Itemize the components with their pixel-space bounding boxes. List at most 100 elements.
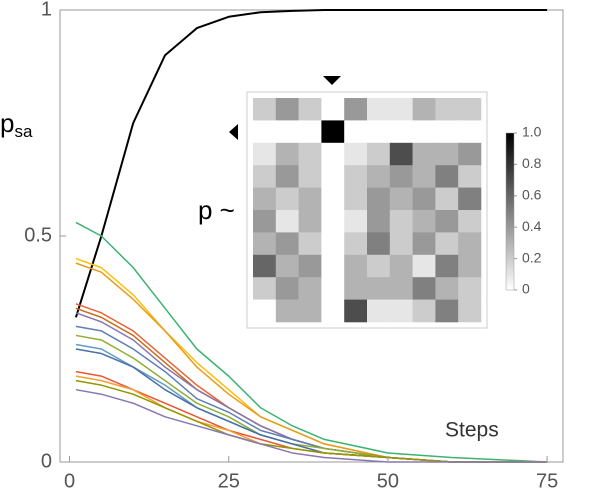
heatmap-cell	[412, 187, 436, 211]
heatmap-cell	[344, 210, 368, 233]
heatmap-cell	[412, 299, 436, 323]
heatmap-cell	[275, 299, 299, 323]
heatmap-cell	[367, 120, 391, 144]
heatmap-cell	[412, 142, 436, 166]
heatmap-cell	[367, 277, 391, 300]
heatmap-cell	[321, 187, 345, 211]
heatmap-cell	[275, 165, 299, 188]
heatmap-cell	[344, 142, 368, 166]
heatmap-cell	[275, 277, 299, 300]
heatmap-cell	[321, 254, 345, 278]
heatmap-cell	[275, 232, 299, 256]
y-label-sub: sa	[14, 122, 33, 141]
colorbar-tick-label: 0.8	[522, 155, 542, 171]
series-line	[75, 388, 548, 463]
heatmap-cell	[412, 277, 436, 300]
heatmap-cell	[389, 98, 413, 121]
heatmap-cell	[253, 299, 277, 323]
inset-label: p ~	[198, 195, 235, 225]
series-line	[75, 370, 548, 463]
colorbar-tick-label: 0.4	[522, 218, 542, 234]
heatmap-cell	[344, 299, 368, 323]
heatmap-cell	[344, 187, 368, 211]
heatmap-cell	[458, 98, 482, 121]
heatmap-cell	[389, 232, 413, 256]
column-marker	[323, 76, 341, 85]
x-tick-label: 50	[377, 470, 399, 492]
heatmap-cell	[344, 98, 368, 121]
heatmap-cell	[298, 165, 322, 188]
colorbar-tick-label: 0.2	[522, 249, 542, 265]
heatmap-cell	[298, 120, 322, 144]
heatmap-cell	[275, 120, 299, 144]
heatmap-cell	[435, 142, 459, 166]
heatmap-cell	[321, 142, 345, 166]
heatmap-cell	[435, 165, 459, 188]
heatmap-cell	[253, 165, 277, 188]
x-axis-label: Steps	[445, 419, 499, 442]
heatmap-cell	[458, 120, 482, 144]
heatmap-cell	[253, 232, 277, 256]
colorbar-tick-label: 1.0	[522, 124, 542, 140]
heatmap-cell	[275, 98, 299, 121]
heatmap-cell	[344, 254, 368, 278]
heatmap-cell	[458, 232, 482, 256]
heatmap-cell	[253, 120, 277, 144]
heatmap-cell	[367, 142, 391, 166]
heatmap-cell	[298, 98, 322, 121]
colorbar	[505, 132, 515, 291]
heatmap-cell	[321, 277, 345, 300]
heatmap-cell	[435, 277, 459, 300]
heatmap-cell	[344, 232, 368, 256]
heatmap-cell	[344, 277, 368, 300]
x-tick-label: 0	[64, 470, 75, 492]
heatmap-cell	[389, 299, 413, 323]
heatmap-cell	[253, 254, 277, 278]
colorbar-tick-label: 0	[522, 281, 530, 297]
heatmap-cell	[321, 210, 345, 233]
heatmap-cell	[389, 165, 413, 188]
heatmap-cell	[389, 210, 413, 233]
heatmap-cell	[389, 142, 413, 166]
heatmap-cell	[389, 120, 413, 144]
heatmap-cell	[458, 210, 482, 233]
y-tick-label: 0	[41, 450, 52, 472]
heatmap-cell	[321, 165, 345, 188]
heatmap-cell	[253, 142, 277, 166]
heatmap-cell	[275, 254, 299, 278]
heatmap-cell	[435, 98, 459, 121]
y-label-main: p	[0, 108, 14, 138]
heatmap-cell	[412, 254, 436, 278]
heatmap-cell	[367, 187, 391, 211]
x-tick-label: 25	[218, 470, 240, 492]
y-axis-label: psa	[0, 108, 33, 142]
heatmap-cell	[253, 277, 277, 300]
heatmap-cell	[389, 277, 413, 300]
heatmap-cell	[344, 165, 368, 188]
heatmap-cell	[435, 254, 459, 278]
heatmap: 0 0.2 0.4 0.6 0.8 1.0	[253, 98, 542, 323]
heatmap-cell	[321, 299, 345, 323]
heatmap-cell	[458, 187, 482, 211]
heatmap-cell	[321, 98, 345, 121]
heatmap-cell	[435, 232, 459, 256]
heatmap-cell	[412, 210, 436, 233]
heatmap-cell	[253, 187, 277, 211]
heatmap-cell	[367, 210, 391, 233]
heatmap-cell	[458, 142, 482, 166]
heatmap-cell	[389, 187, 413, 211]
heatmap-cell	[412, 98, 436, 121]
heatmap-cell	[321, 120, 345, 144]
lines	[74, 9, 548, 463]
heatmap-cell	[458, 277, 482, 300]
heatmap-cell	[435, 299, 459, 323]
heatmap-cell	[298, 187, 322, 211]
heatmap-cell	[367, 254, 391, 278]
heatmap-cell	[367, 165, 391, 188]
heatmap-cell	[344, 120, 368, 144]
y-tick-label: 0.5	[24, 224, 52, 246]
heatmap-cell	[389, 254, 413, 278]
heatmap-cell	[275, 210, 299, 233]
heatmap-cell	[435, 187, 459, 211]
